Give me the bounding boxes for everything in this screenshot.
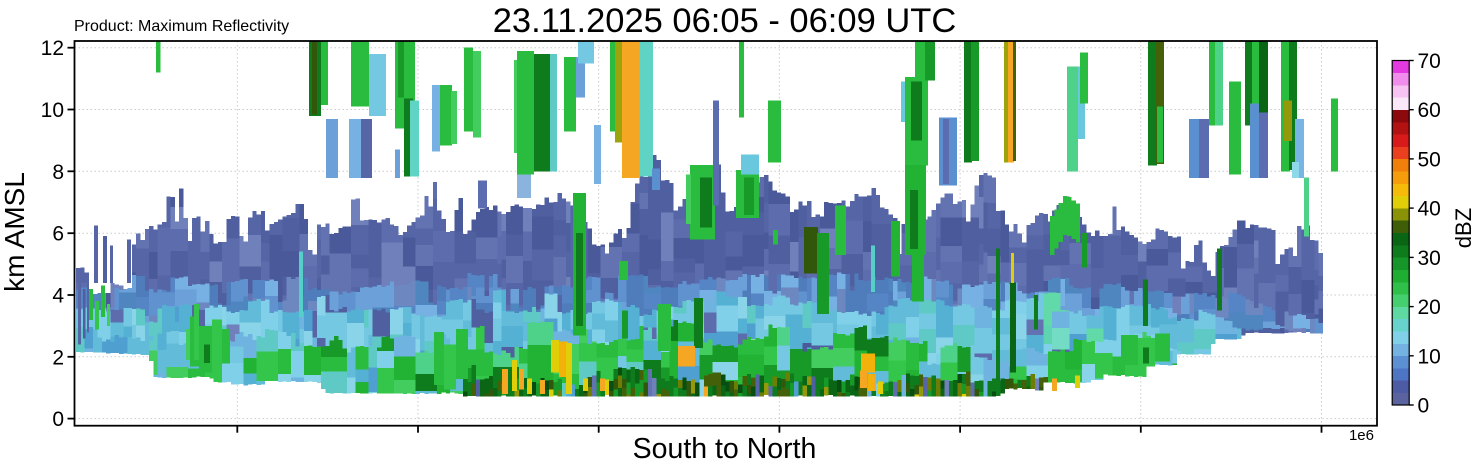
svg-text:1e6: 1e6 xyxy=(1349,427,1374,444)
svg-text:8: 8 xyxy=(52,161,64,184)
svg-text:60: 60 xyxy=(1418,99,1441,122)
svg-text:0: 0 xyxy=(52,408,64,431)
svg-text:70: 70 xyxy=(1418,50,1441,73)
svg-text:20: 20 xyxy=(1418,296,1441,319)
svg-text:40: 40 xyxy=(1418,198,1441,221)
svg-text:6: 6 xyxy=(52,223,64,246)
svg-text:50: 50 xyxy=(1418,148,1441,171)
svg-text:South to North: South to North xyxy=(633,433,817,465)
svg-text:10: 10 xyxy=(1418,345,1441,368)
svg-text:30: 30 xyxy=(1418,247,1441,270)
svg-text:10: 10 xyxy=(41,99,64,122)
svg-text:dBZ: dBZ xyxy=(1451,208,1476,248)
svg-text:23.11.2025 06:05 - 06:09 UTC: 23.11.2025 06:05 - 06:09 UTC xyxy=(493,2,957,40)
svg-text:4: 4 xyxy=(52,285,64,308)
svg-text:Product: Maximum Reflectivity: Product: Maximum Reflectivity xyxy=(74,18,289,35)
svg-text:0: 0 xyxy=(1418,395,1430,418)
svg-text:2: 2 xyxy=(52,346,64,369)
svg-text:km AMSL: km AMSL xyxy=(0,172,30,292)
svg-text:12: 12 xyxy=(41,37,64,60)
